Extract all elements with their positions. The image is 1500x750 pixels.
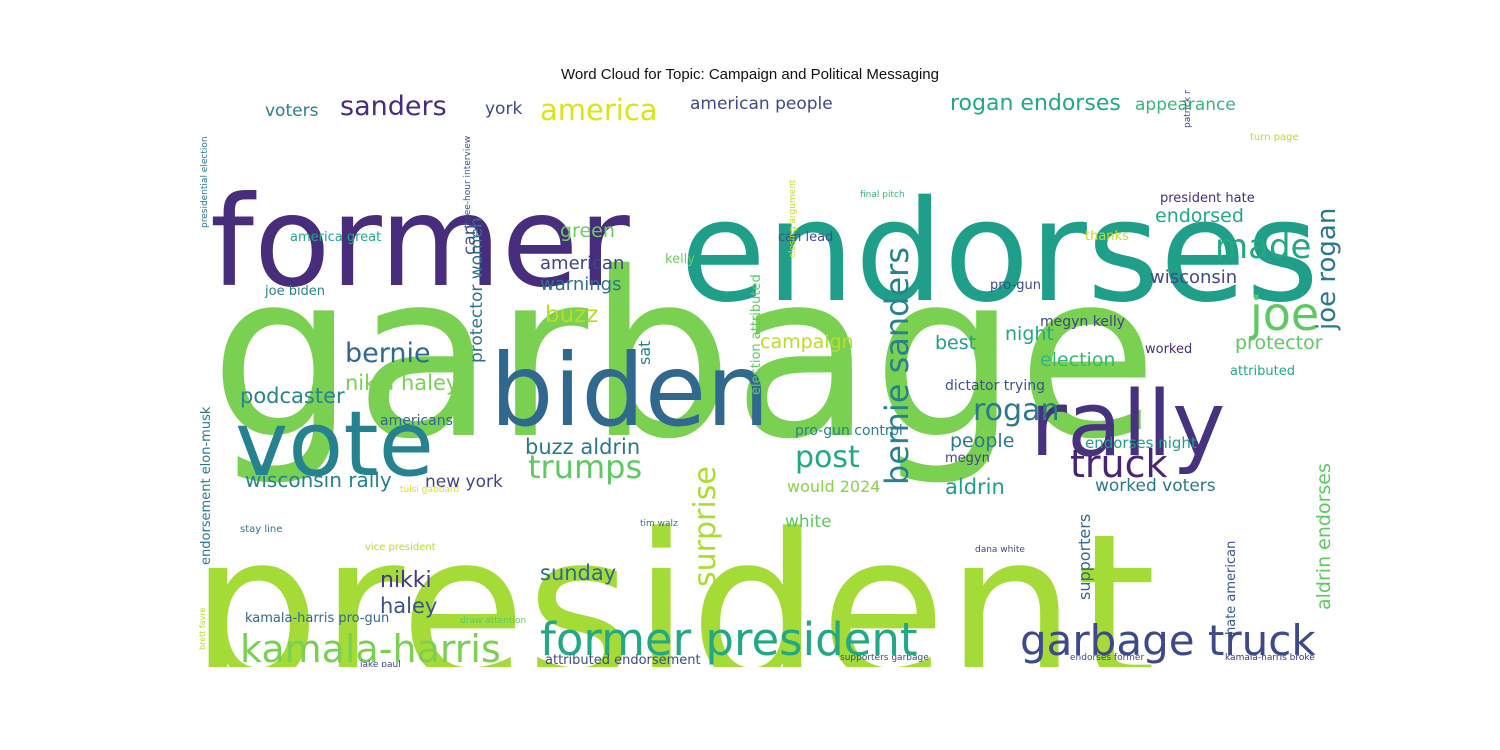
word-white: white [785, 512, 832, 532]
word-would-2024: would 2024 [787, 477, 880, 496]
word-buzz-aldrin: buzz aldrin [525, 435, 640, 459]
word-truck: truck [1070, 442, 1168, 486]
word-supporters: supporters [1075, 514, 1094, 600]
word-pro-gun: pro-gun [990, 278, 1041, 293]
word-kelly: kelly [665, 252, 695, 267]
word-supporters-garbage: supporters garbage [840, 653, 929, 663]
word-kamala-harris-broke: kamala-harris broke [1225, 653, 1315, 663]
word-best: best [935, 332, 976, 354]
word-joe-rogan: joe rogan [1312, 208, 1342, 331]
word-nikki-haley: nikki haley [345, 371, 458, 395]
word-jake-paul: jake paul [359, 660, 401, 667]
word-kamala-harris: kamala-harris [240, 627, 501, 667]
word-megyn: megyn [945, 451, 990, 466]
word-cloud: garbage president endorses former biden vote r… [190, 90, 1345, 667]
word-can: can [460, 224, 480, 255]
word-aldrin: aldrin [945, 475, 1005, 499]
word-appearance: appearance [1135, 95, 1236, 115]
word-thanks: thanks [1085, 229, 1129, 244]
word-dana-white: dana white [975, 545, 1025, 555]
word-worked-voters: worked voters [1095, 476, 1216, 496]
word-sunday: sunday [540, 561, 616, 585]
word-buzz: buzz [545, 302, 598, 328]
word-campaign: campaign [760, 331, 854, 353]
word-nikki: nikki [380, 568, 432, 593]
word-endorses: endorses [680, 171, 1319, 334]
word-garbage-truck: garbage truck [1020, 616, 1316, 665]
word-joe-biden: joe biden [264, 284, 325, 299]
word-endorses-night: endorses night [1085, 434, 1197, 452]
word-warnings: warnings [540, 274, 621, 295]
word-people: people [950, 430, 1014, 452]
word-voters: voters [265, 101, 319, 121]
word-biden: biden [490, 332, 770, 449]
word-new-york: new york [425, 472, 503, 492]
word-rogan: rogan [973, 393, 1059, 428]
word-trumps: trumps [528, 448, 642, 486]
word-haley: haley [380, 594, 437, 618]
word-garbage: garbage [210, 223, 1158, 489]
word-american-people: american people [690, 94, 833, 114]
word-pro-gun-control: pro-gun control [795, 423, 903, 439]
word-podcaster: podcaster [240, 384, 345, 408]
word-wisconsin-rally: wisconsin rally [245, 468, 392, 492]
word-president: president [190, 491, 1156, 667]
word-patrick-mahomes: patrick mahomes [1183, 90, 1193, 128]
word-stay-line: stay line [240, 524, 282, 535]
word-night: night [1005, 323, 1054, 345]
word-closing-argument: closing argument [788, 179, 798, 258]
word-bernie: bernie [345, 338, 431, 369]
word-protector-women: protector women [467, 217, 487, 363]
word-endorsement-elon-musk: endorsement elon-musk [199, 406, 214, 565]
word-attributed: attributed [1230, 364, 1295, 379]
word-joe: joe [1249, 287, 1319, 341]
word-megyn-kelly: megyn kelly [1040, 314, 1125, 330]
word-aldrin-endorses: aldrin endorses [1313, 463, 1335, 610]
word-rogan-endorses: rogan endorses [950, 91, 1121, 116]
word-surprise: surprise [688, 466, 723, 587]
word-vice-president: vice president [365, 542, 436, 553]
word-protector: protector [1235, 332, 1323, 354]
word-can-lead: can lead [778, 230, 833, 245]
word-green: green [560, 220, 615, 242]
word-former: former [210, 170, 630, 315]
word-sanders: sanders [340, 91, 447, 122]
word-attributed-endorsement: attributed endorsement [545, 653, 701, 667]
word-draw-attention: draw attention [460, 616, 526, 626]
word-dictator-trying: dictator trying [945, 378, 1045, 394]
word-wisconsin: wisconsin [1150, 267, 1237, 288]
word-bernie-sanders: bernie sanders [878, 247, 916, 485]
word-three-hour-interview: three-hour interview [463, 136, 473, 228]
chart-title: Word Cloud for Topic: Campaign and Polit… [561, 66, 939, 83]
word-tim-walz: tim walz [640, 519, 678, 529]
word-turn-page: turn page [1250, 132, 1299, 143]
word-kamala-harris-pro-gun: kamala-harris pro-gun [245, 611, 389, 626]
word-american: american [540, 253, 624, 274]
word-post: post [795, 440, 860, 475]
word-york: york [485, 99, 522, 119]
word-americans: americans [380, 413, 453, 429]
word-made: made [1215, 227, 1311, 267]
word-former-president: former president [540, 613, 918, 666]
word-brett-favre: brett favre [198, 608, 207, 650]
word-america-great: america great [290, 230, 381, 245]
word-vote: vote [235, 392, 434, 497]
word-endorses-former: endorses former [1070, 653, 1144, 663]
word-hate-american: hate american [1224, 541, 1239, 635]
word-election: election [1040, 349, 1116, 371]
word-final-pitch: final pitch [860, 190, 905, 200]
word-endorsed: endorsed [1155, 205, 1244, 227]
word-worked: worked [1145, 342, 1192, 357]
word-sat: sat [635, 341, 654, 365]
word-rally: rally [1030, 372, 1225, 477]
word-president-hate: president hate [1160, 191, 1255, 206]
word-election-attributed: election attributed [749, 274, 764, 395]
word-america: america [540, 93, 658, 127]
word-tulsi-gabbard: tulsi gabbard [400, 485, 459, 495]
word-presidential-election: presidential election [200, 136, 210, 228]
